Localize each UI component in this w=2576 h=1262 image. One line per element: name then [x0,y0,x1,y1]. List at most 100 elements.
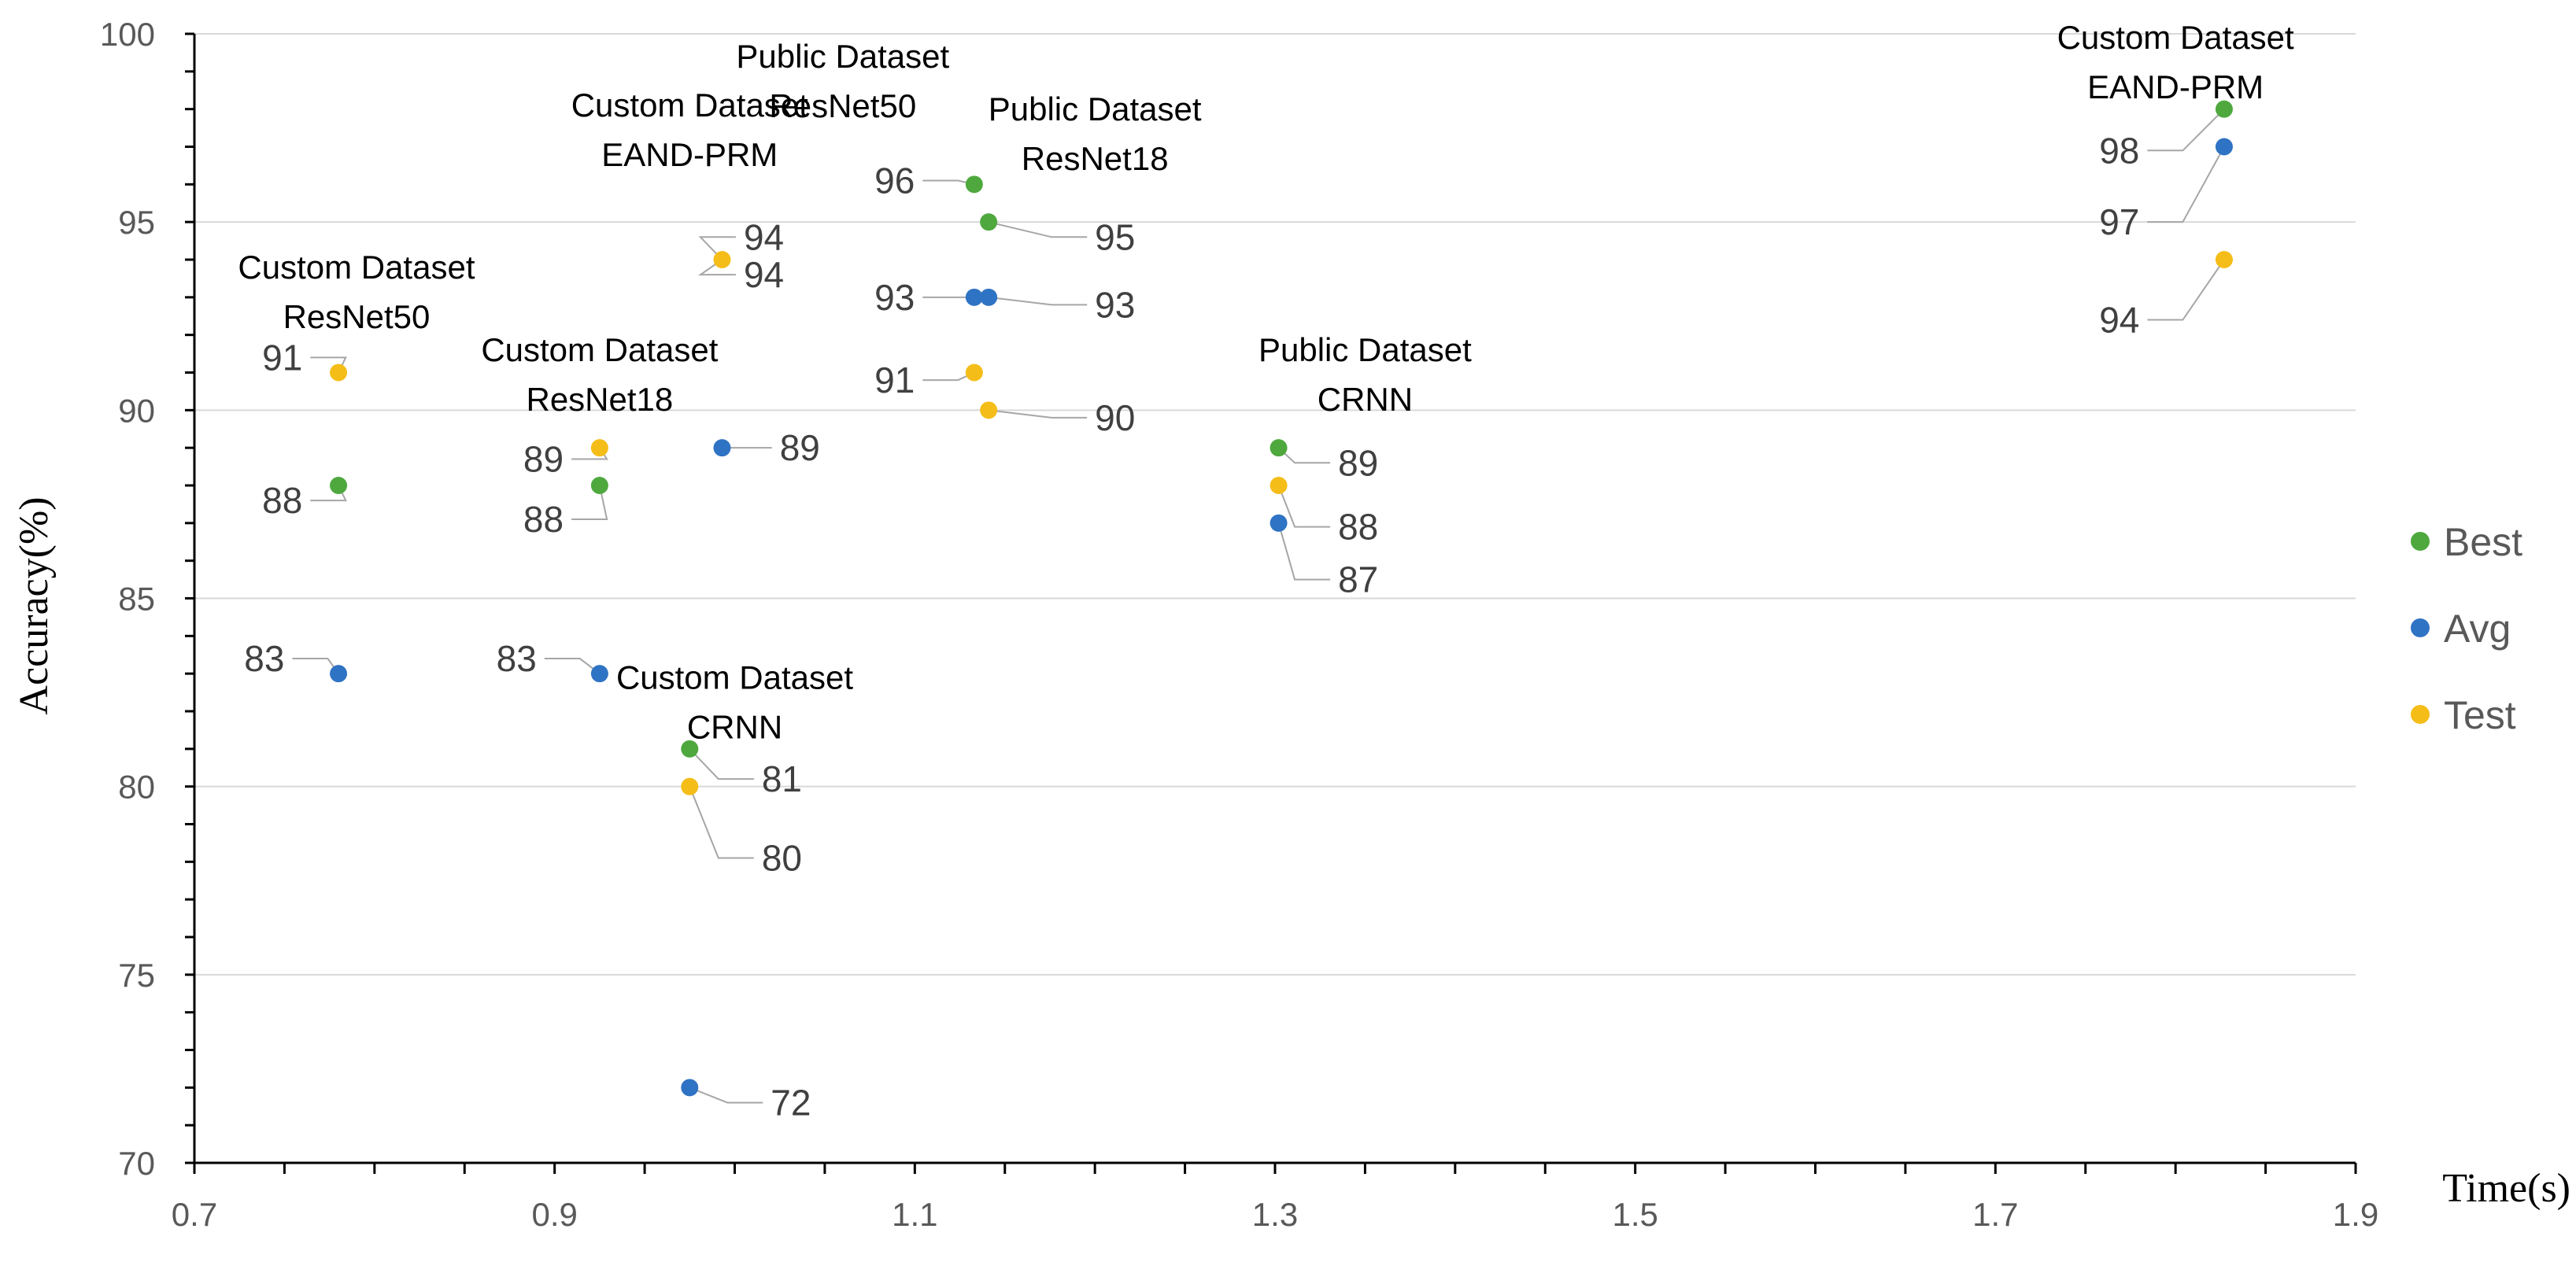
x-tick-label: 1.5 [1612,1196,1658,1233]
legend: Best Avg Test [2411,520,2522,737]
legend-marker-best [2411,532,2430,551]
group-label-line1: Custom Dataset [2057,19,2294,56]
leader-line [989,409,1088,419]
x-tick-label: 0.9 [531,1196,577,1233]
x-tick-label: 0.7 [172,1196,217,1233]
y-tick-label: 80 [118,769,155,806]
legend-label-avg: Avg [2444,607,2511,651]
data-label: 95 [1095,216,1135,257]
data-point-test [980,401,998,419]
leader-line [689,748,754,780]
axes: 70 75 80 85 90 95 100 0.7 0.9 1.1 1.3 1.5 1.7 1.9 [100,16,2378,1233]
data-point-best [590,477,608,494]
legend-marker-avg [2411,618,2430,637]
y-tick-label: 70 [118,1145,155,1182]
leader-line [1277,522,1331,581]
legend-marker-test [2411,705,2430,724]
y-tick-label: 85 [118,581,155,618]
data-label: 94 [2099,300,2139,341]
leader-line [2147,108,2225,152]
data-label: 91 [262,337,302,378]
data-point-avg [590,665,608,683]
data-label: 91 [874,360,915,400]
data-point-test [1270,477,1288,494]
data-label: 88 [523,499,564,540]
data-label: 93 [1095,284,1135,325]
x-tick-label: 1.9 [2333,1196,2378,1233]
legend-label-best: Best [2444,520,2522,564]
leader-line [988,221,1088,238]
data-label: 88 [1338,507,1378,548]
group-label-line1: Custom Dataset [616,659,853,696]
x-tick-label: 1.3 [1252,1196,1298,1233]
data-label: 87 [1338,559,1378,600]
group-label-line1: Custom Dataset [481,331,718,368]
data-point-avg [1270,514,1288,532]
data-label: 96 [874,161,915,201]
group-label-line1: Public Dataset [1258,331,1472,368]
data-label: 83 [244,638,284,679]
data-label: 88 [262,480,302,521]
group-label-line2: ResNet50 [769,87,916,124]
data-label: 90 [1095,397,1135,438]
group-label-line2: ResNet18 [1022,140,1169,177]
data-point-avg [2215,138,2233,156]
y-tick-label: 100 [100,16,155,53]
data-label: 83 [497,638,537,679]
group-label-line2: EAND-PRM [601,136,778,173]
gridlines [194,33,2356,976]
data-label: 81 [762,758,802,799]
data-point-best [980,213,998,231]
data-label: 94 [744,254,784,295]
data-label: 89 [1338,442,1378,483]
data-point-best [965,175,983,194]
y-tick-label: 90 [118,392,155,429]
x-tick-label: 1.7 [1972,1196,2018,1233]
data-point-test [2215,251,2233,268]
group-label-line2: ResNet18 [526,381,673,418]
data-point-avg [330,665,348,683]
data-label: 97 [2099,201,2139,242]
legend-label-test: Test [2444,693,2516,737]
leader-line [689,1087,763,1104]
data-label: 72 [771,1082,811,1123]
leader-line [2147,146,2225,223]
data-label: 93 [874,277,915,318]
data-point-best [330,477,348,494]
x-tick-label: 1.1 [892,1196,937,1233]
data-point-avg [980,288,998,306]
data-label: 89 [780,427,820,468]
group-label-line2: EAND-PRM [2087,68,2264,105]
data-point-test [965,363,983,382]
data-label: 98 [2099,130,2139,171]
data-point-test [330,363,348,382]
data-point-best [2215,100,2233,118]
data-point-test [590,439,608,457]
data-label: 94 [744,216,784,257]
data-points [330,100,2233,1097]
data-point-best [1270,439,1288,457]
data-point-avg [681,1079,699,1097]
leader-line [989,296,1088,306]
group-label-line2: CRNN [1318,381,1413,418]
group-label-line1: Public Dataset [989,90,1202,127]
leader-line [2147,259,2225,321]
group-label-line1: Custom Dataset [571,87,808,124]
x-axis-title: Time(s) [2442,1166,2570,1211]
group-label-line2: CRNN [687,708,782,745]
y-axis-title: Accuracy(%) [12,496,57,714]
leader-line [698,236,736,260]
data-label: 89 [523,439,564,480]
data-point-test [681,777,699,795]
data-point-avg [713,439,731,457]
leader-line [1277,485,1331,528]
data-label: 80 [762,838,802,879]
leader-line [697,259,736,276]
data-point-avg [965,288,983,306]
leader-line [571,485,608,521]
leader-line [689,786,754,859]
y-tick-label: 75 [118,957,155,994]
